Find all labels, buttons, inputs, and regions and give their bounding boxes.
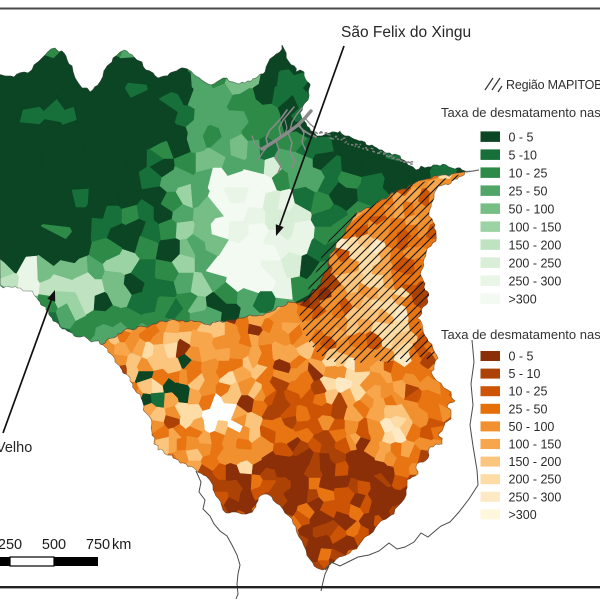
svg-text:>300: >300 [509, 508, 537, 522]
svg-text:250: 250 [0, 537, 22, 553]
svg-text:100 - 150: 100 - 150 [509, 220, 562, 234]
svg-text:Taxa de desmatamento nas áreas: Taxa de desmatamento nas áreas [441, 327, 600, 342]
svg-text:5 -10: 5 -10 [509, 148, 538, 162]
svg-text:250 - 300: 250 - 300 [509, 274, 562, 288]
svg-text:500: 500 [42, 537, 66, 553]
svg-text:50 - 100: 50 - 100 [509, 202, 555, 216]
svg-text:150 - 200: 150 - 200 [509, 455, 562, 469]
svg-text:10 - 25: 10 - 25 [509, 166, 548, 180]
svg-text:200 - 250: 200 - 250 [509, 473, 562, 487]
svg-text:200 - 250: 200 - 250 [509, 256, 562, 270]
svg-text:150 - 200: 150 - 200 [509, 238, 562, 252]
svg-text:250 - 300: 250 - 300 [509, 490, 562, 504]
svg-text:5 - 10: 5 - 10 [509, 367, 541, 381]
svg-text:0 - 5: 0 - 5 [509, 350, 534, 364]
svg-text:km: km [112, 537, 131, 553]
svg-text:100 - 150: 100 - 150 [509, 438, 562, 452]
svg-text:10 - 25: 10 - 25 [509, 385, 548, 399]
svg-text:25 - 50: 25 - 50 [509, 402, 548, 416]
svg-text:50 - 100: 50 - 100 [509, 420, 555, 434]
svg-text:São Felix do Xingu: São Felix do Xingu [341, 24, 471, 41]
svg-text:25 - 50: 25 - 50 [509, 184, 548, 198]
svg-text:>300: >300 [509, 292, 537, 306]
svg-text:Região MAPITOBA: Região MAPITOBA [506, 78, 600, 92]
svg-text:Velho: Velho [0, 440, 32, 456]
svg-text:0 - 5: 0 - 5 [509, 130, 534, 144]
svg-text:Taxa de desmatamento nas áreas: Taxa de desmatamento nas áreas [441, 105, 600, 120]
svg-text:750: 750 [86, 537, 110, 553]
